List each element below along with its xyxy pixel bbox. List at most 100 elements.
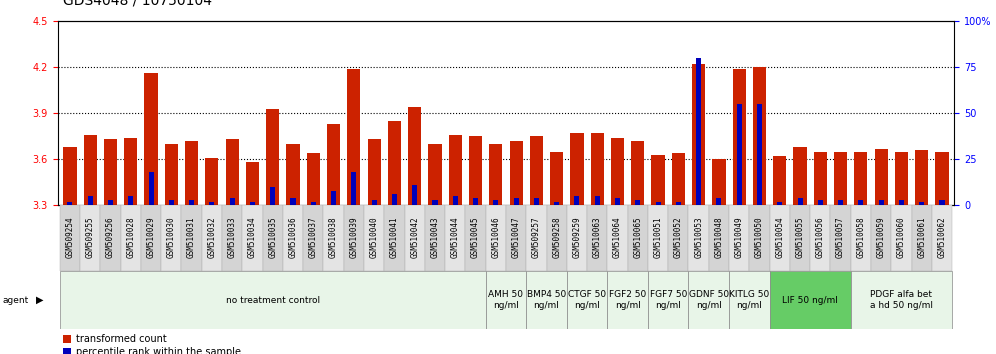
Text: GSM510062: GSM510062 [937,216,946,258]
Text: GSM510060: GSM510060 [897,216,906,258]
Bar [209,202,214,205]
Bar [144,73,157,205]
Bar [648,271,688,329]
Bar [851,205,872,271]
Text: KITLG 50
ng/ml: KITLG 50 ng/ml [729,290,770,310]
Text: agent: agent [3,296,29,304]
Bar [615,198,621,205]
Text: GSM510043: GSM510043 [430,216,439,258]
Text: GSM510052: GSM510052 [674,216,683,258]
Bar [486,271,526,329]
Bar [453,196,458,205]
Bar [469,136,482,205]
Bar [368,139,380,205]
Bar [595,196,600,205]
Bar [874,149,887,205]
Bar [770,205,790,271]
Text: GSM510028: GSM510028 [126,216,135,258]
Bar [571,133,584,205]
Text: GSM510041: GSM510041 [389,216,399,258]
Text: GSM510034: GSM510034 [248,216,257,258]
Bar [899,200,904,205]
Bar [526,271,567,329]
Bar [831,205,851,271]
Bar [915,150,928,205]
Text: GSM510035: GSM510035 [268,216,277,258]
Bar [668,205,688,271]
Bar [140,205,161,271]
Bar [567,205,587,271]
Text: GSM510047: GSM510047 [512,216,521,258]
Text: GSM509258: GSM509258 [552,216,561,258]
Bar [493,200,498,205]
Bar [591,133,604,205]
Bar [384,205,404,271]
Bar [263,205,283,271]
Text: GSM510056: GSM510056 [816,216,825,258]
Bar [372,200,376,205]
Bar [124,138,137,205]
Text: GSM510055: GSM510055 [796,216,805,258]
Bar [246,162,259,205]
Bar [534,198,539,205]
Text: GSM510031: GSM510031 [187,216,196,258]
Bar [425,205,445,271]
Text: GSM509259: GSM509259 [573,216,582,258]
Text: GDS4048 / 10750104: GDS4048 / 10750104 [63,0,212,7]
Bar [230,198,235,205]
Bar [688,271,729,329]
Bar [283,205,303,271]
Text: GSM510053: GSM510053 [694,216,703,258]
Bar [311,202,316,205]
Bar [108,200,113,205]
Bar [352,172,357,205]
Bar [608,205,627,271]
Text: GSM510033: GSM510033 [228,216,237,258]
Bar [611,138,624,205]
Bar [547,205,567,271]
Text: GSM510054: GSM510054 [775,216,784,258]
Bar [692,64,705,205]
Bar [935,152,948,205]
Text: GSM510029: GSM510029 [146,216,155,258]
Text: LIF 50 ng/ml: LIF 50 ng/ml [782,296,838,304]
Bar [121,205,140,271]
Text: GSM510064: GSM510064 [613,216,622,258]
Bar [489,144,502,205]
Bar [635,200,640,205]
Bar [587,205,608,271]
Bar [205,158,218,205]
Text: PDGF alfa bet
a hd 50 ng/ml: PDGF alfa bet a hd 50 ng/ml [870,290,933,310]
Bar [270,187,275,205]
Text: GSM510057: GSM510057 [836,216,845,258]
Bar [104,139,118,205]
Bar [432,200,437,205]
Text: GSM510050: GSM510050 [755,216,764,258]
Bar [608,271,648,329]
Bar [84,135,97,205]
Bar [631,141,644,205]
Text: GSM510061: GSM510061 [917,216,926,258]
Text: GSM510030: GSM510030 [167,216,176,258]
Text: GSM510032: GSM510032 [207,216,216,258]
Bar [287,144,300,205]
Text: GSM510036: GSM510036 [289,216,298,258]
Bar [676,202,681,205]
Bar [911,205,932,271]
Bar [473,198,478,205]
Text: GSM509255: GSM509255 [86,216,95,258]
Bar [818,200,823,205]
Text: GSM510051: GSM510051 [653,216,662,258]
Bar [242,205,263,271]
Bar [412,185,417,205]
Bar [364,205,384,271]
Bar [404,205,425,271]
Bar [737,104,742,205]
Bar [757,104,762,205]
Bar [428,144,441,205]
Bar [327,124,341,205]
Text: FGF2 50
ng/ml: FGF2 50 ng/ml [609,290,646,310]
Bar [324,205,344,271]
Bar [894,152,908,205]
Text: GSM510038: GSM510038 [329,216,338,258]
